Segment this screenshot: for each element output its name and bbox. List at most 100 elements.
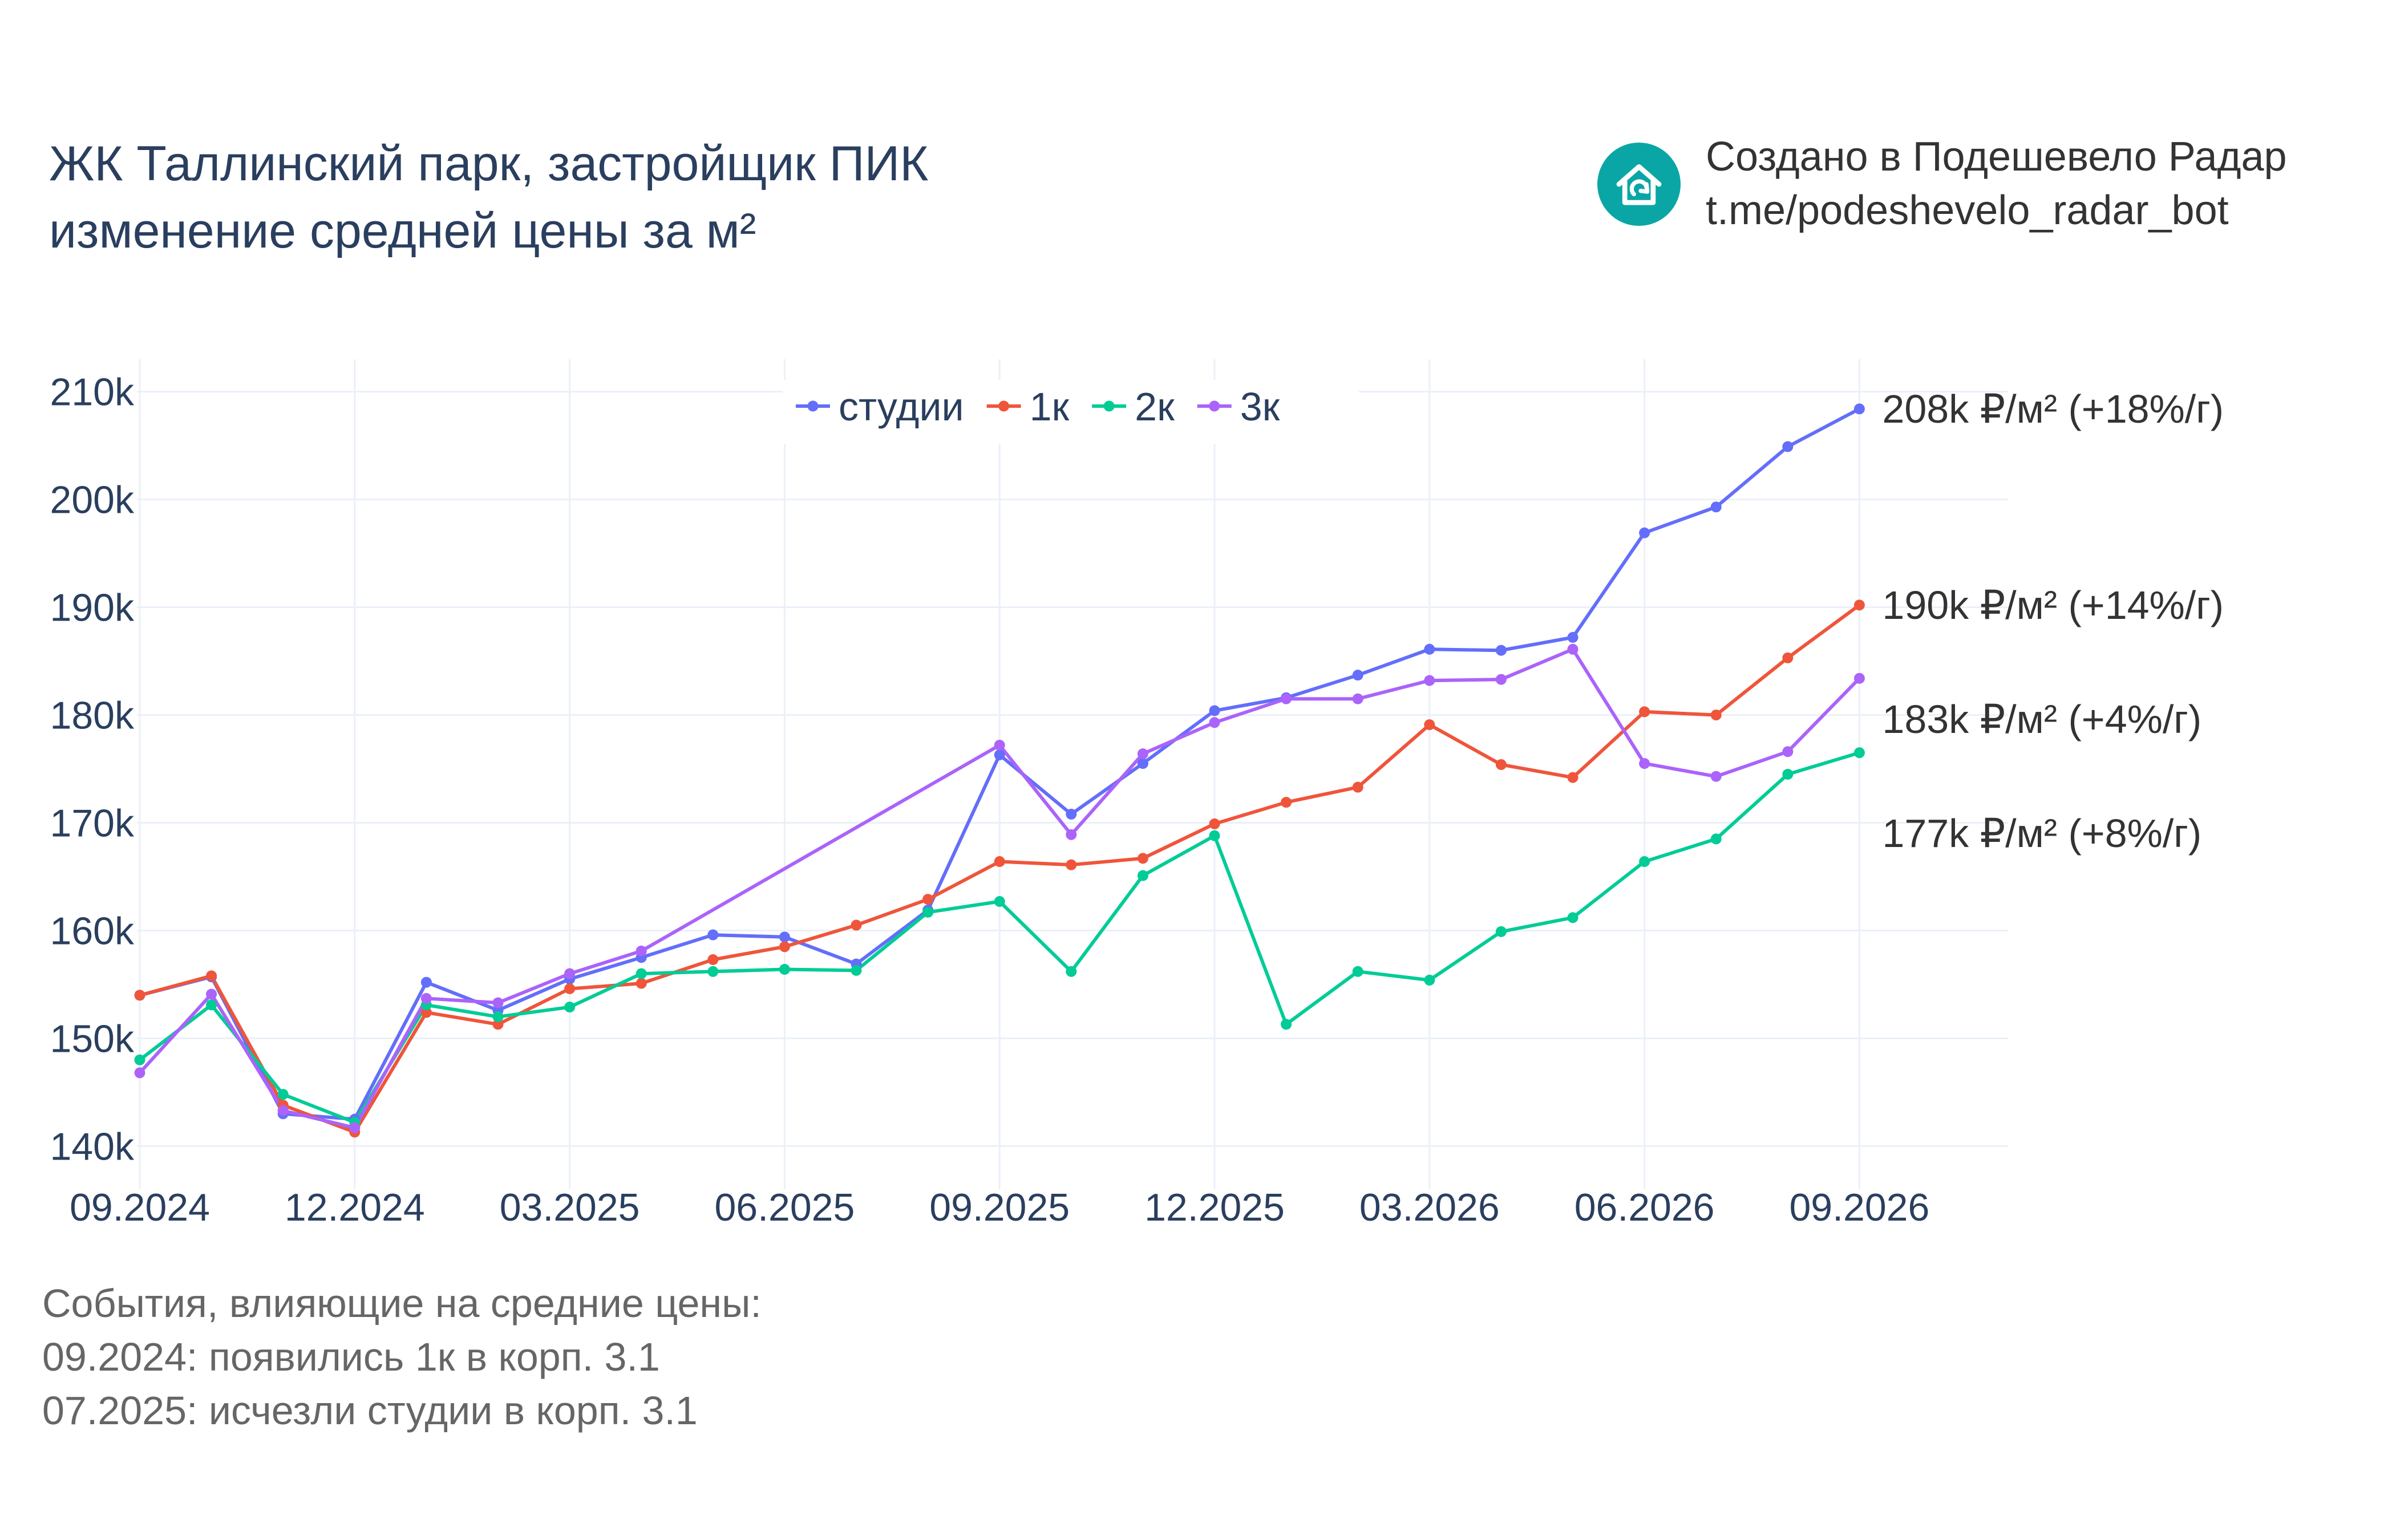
data-point xyxy=(420,976,432,988)
data-point xyxy=(1137,853,1148,864)
chart-legend: студии 1к 2к 3к xyxy=(783,380,1359,444)
y-tick-label: 150k xyxy=(50,1017,135,1060)
data-point xyxy=(1782,441,1794,452)
data-point xyxy=(564,968,576,979)
legend-label: 3к xyxy=(1240,384,1280,429)
data-point xyxy=(1352,966,1363,977)
data-point xyxy=(1209,818,1220,829)
data-point xyxy=(349,1122,361,1133)
data-point xyxy=(994,895,1005,907)
legend-item[interactable]: 3к xyxy=(1197,384,1280,429)
credit-block: Создано в Подешевело Радар t.me/podeshev… xyxy=(1706,130,2287,237)
events-notes: События, влияющие на средние цены: 09.20… xyxy=(42,1276,762,1437)
x-tick-label: 03.2026 xyxy=(1359,1186,1500,1229)
data-point xyxy=(851,919,862,931)
data-point xyxy=(1137,870,1148,881)
data-point xyxy=(134,990,145,1001)
chart-title-line2: изменение средней цены за м² xyxy=(49,204,756,258)
data-point xyxy=(636,978,647,989)
x-tick-label: 12.2025 xyxy=(1144,1186,1285,1229)
data-point xyxy=(1567,912,1579,923)
legend-item[interactable]: студии xyxy=(796,384,964,429)
x-tick-label: 12.2024 xyxy=(285,1186,425,1229)
data-point xyxy=(1281,693,1292,704)
chart-gridlines xyxy=(137,359,2008,1189)
chart-title: ЖК Таллинский парк, застройщик ПИК измен… xyxy=(49,130,928,265)
legend-swatch-marker xyxy=(1209,400,1220,412)
data-point xyxy=(994,739,1005,751)
data-point xyxy=(1424,675,1435,686)
data-point xyxy=(1853,747,1865,759)
data-point xyxy=(851,964,862,976)
bot-link[interactable]: t.me/podeshevelo_radar_bot xyxy=(1706,188,2229,233)
data-point xyxy=(1639,706,1650,718)
data-point xyxy=(1853,599,1865,611)
series-end-label: 190k ₽/м² (+14%/г) xyxy=(1882,583,2224,627)
data-point xyxy=(1710,710,1722,721)
data-point xyxy=(1567,772,1579,783)
y-axis: 140k 150k 160k 170k 180k 190k 200k 210k xyxy=(50,371,135,1169)
y-tick-label: 170k xyxy=(50,802,135,845)
data-point xyxy=(1710,833,1722,845)
series-end-label: 208k ₽/м² (+18%/г) xyxy=(1882,387,2224,431)
x-tick-label: 06.2026 xyxy=(1575,1186,1715,1229)
data-point xyxy=(1853,672,1865,684)
chart-series-markers xyxy=(134,403,1865,1138)
data-point xyxy=(1066,829,1077,840)
credit-line: Создано в Подешевело Радар xyxy=(1706,134,2287,180)
data-point xyxy=(779,931,790,943)
data-point xyxy=(1639,856,1650,868)
data-point xyxy=(1567,632,1579,643)
data-point xyxy=(779,941,790,953)
data-point xyxy=(922,906,934,918)
data-point xyxy=(420,1007,432,1018)
data-point xyxy=(206,999,217,1011)
data-point xyxy=(1782,769,1794,780)
data-point xyxy=(1137,758,1148,769)
x-tick-label: 03.2025 xyxy=(500,1186,640,1229)
data-point xyxy=(922,894,934,905)
data-point xyxy=(1495,645,1507,656)
data-point xyxy=(1710,501,1722,513)
legend-swatch-marker xyxy=(807,400,819,412)
data-point xyxy=(994,856,1005,868)
x-axis: 09.2024 12.2024 03.2025 06.2025 09.2025 12.20… xyxy=(70,1186,1929,1229)
data-point xyxy=(206,970,217,982)
data-point xyxy=(1066,859,1077,870)
data-point xyxy=(1424,643,1435,655)
y-tick-label: 190k xyxy=(50,586,135,630)
data-point xyxy=(1066,808,1077,820)
series-end-labels: 208k ₽/м² (+18%/г) 190k ₽/м² (+14%/г) 183k… xyxy=(1882,387,2224,856)
data-point xyxy=(492,1019,504,1030)
data-point xyxy=(1209,830,1220,841)
legend-swatch-marker xyxy=(998,400,1010,412)
event-item: 09.2024: появились 1к в корп. 3.1 xyxy=(42,1335,660,1379)
series-end-label: 183k ₽/м² (+4%/г) xyxy=(1882,697,2201,741)
data-point xyxy=(1137,748,1148,760)
event-item: 07.2025: исчезли студии в корп. 3.1 xyxy=(42,1388,698,1433)
data-point xyxy=(636,968,647,979)
legend-item[interactable]: 1к xyxy=(986,384,1070,429)
data-point xyxy=(277,1105,289,1116)
data-point xyxy=(1639,527,1650,538)
y-tick-label: 200k xyxy=(50,479,135,522)
data-point xyxy=(994,749,1005,760)
data-point xyxy=(1352,781,1363,793)
data-point xyxy=(1782,652,1794,663)
legend-label: 2к xyxy=(1135,384,1175,429)
x-tick-label: 09.2025 xyxy=(929,1186,1070,1229)
y-tick-label: 210k xyxy=(50,371,135,414)
y-tick-label: 140k xyxy=(50,1125,135,1168)
data-point xyxy=(1352,693,1363,704)
data-point xyxy=(492,997,504,1008)
data-point xyxy=(564,983,576,995)
data-point xyxy=(277,1089,289,1100)
legend-swatch-marker xyxy=(1103,400,1115,412)
legend-background xyxy=(783,380,1359,444)
legend-item[interactable]: 2к xyxy=(1092,384,1175,429)
legend-label: студии xyxy=(839,384,964,429)
data-point xyxy=(134,1054,145,1065)
data-point xyxy=(707,966,719,977)
data-point xyxy=(1424,974,1435,986)
